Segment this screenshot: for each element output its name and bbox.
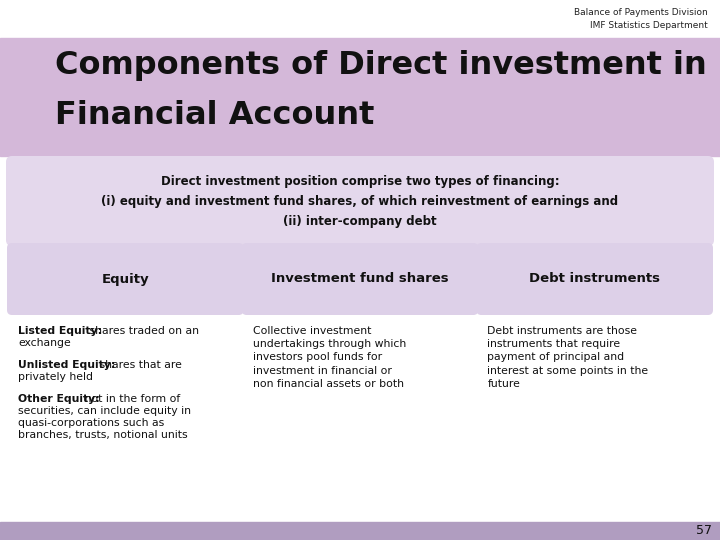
Bar (0, 0, 720, 50)
Text: Financial Account: Financial Account (55, 100, 374, 131)
Text: shares traded on an: shares traded on an (86, 326, 199, 336)
Text: Other Equity:: Other Equity: (18, 394, 100, 404)
Text: (ii) inter-company debt: (ii) inter-company debt (283, 215, 437, 228)
Text: not in the form of: not in the form of (81, 394, 180, 404)
Text: Debt instruments: Debt instruments (529, 273, 660, 286)
Text: Unlisted Equity:: Unlisted Equity: (18, 360, 115, 370)
Text: Components of Direct investment in: Components of Direct investment in (55, 50, 707, 81)
Text: Debt instruments are those
instruments that require
payment of principal and
int: Debt instruments are those instruments t… (487, 326, 649, 389)
Text: exchange: exchange (18, 338, 71, 348)
Text: 57: 57 (696, 524, 712, 537)
Text: Equity: Equity (102, 273, 149, 286)
Text: Balance of Payments Division
IMF Statistics Department: Balance of Payments Division IMF Statist… (575, 8, 708, 30)
Text: Listed Equity:: Listed Equity: (18, 326, 102, 336)
Text: branches, trusts, notional units: branches, trusts, notional units (18, 430, 188, 440)
FancyBboxPatch shape (242, 243, 478, 315)
Text: Direct investment position comprise two types of financing:: Direct investment position comprise two … (161, 175, 559, 188)
FancyBboxPatch shape (477, 243, 713, 315)
Text: Investment fund shares: Investment fund shares (271, 273, 449, 286)
Text: privately held: privately held (18, 372, 93, 382)
FancyBboxPatch shape (6, 156, 714, 246)
Text: securities, can include equity in: securities, can include equity in (18, 406, 191, 416)
Text: (i) equity and investment fund shares, of which reinvestment of earnings and: (i) equity and investment fund shares, o… (102, 195, 618, 208)
FancyBboxPatch shape (7, 243, 243, 315)
Text: Collective investment
undertakings through which
investors pool funds for
invest: Collective investment undertakings throu… (253, 326, 406, 389)
Bar (0, 38, 720, 156)
Text: quasi-corporations such as: quasi-corporations such as (18, 418, 164, 428)
Text: shares that are: shares that are (96, 360, 181, 370)
Bar (0, 522, 720, 540)
